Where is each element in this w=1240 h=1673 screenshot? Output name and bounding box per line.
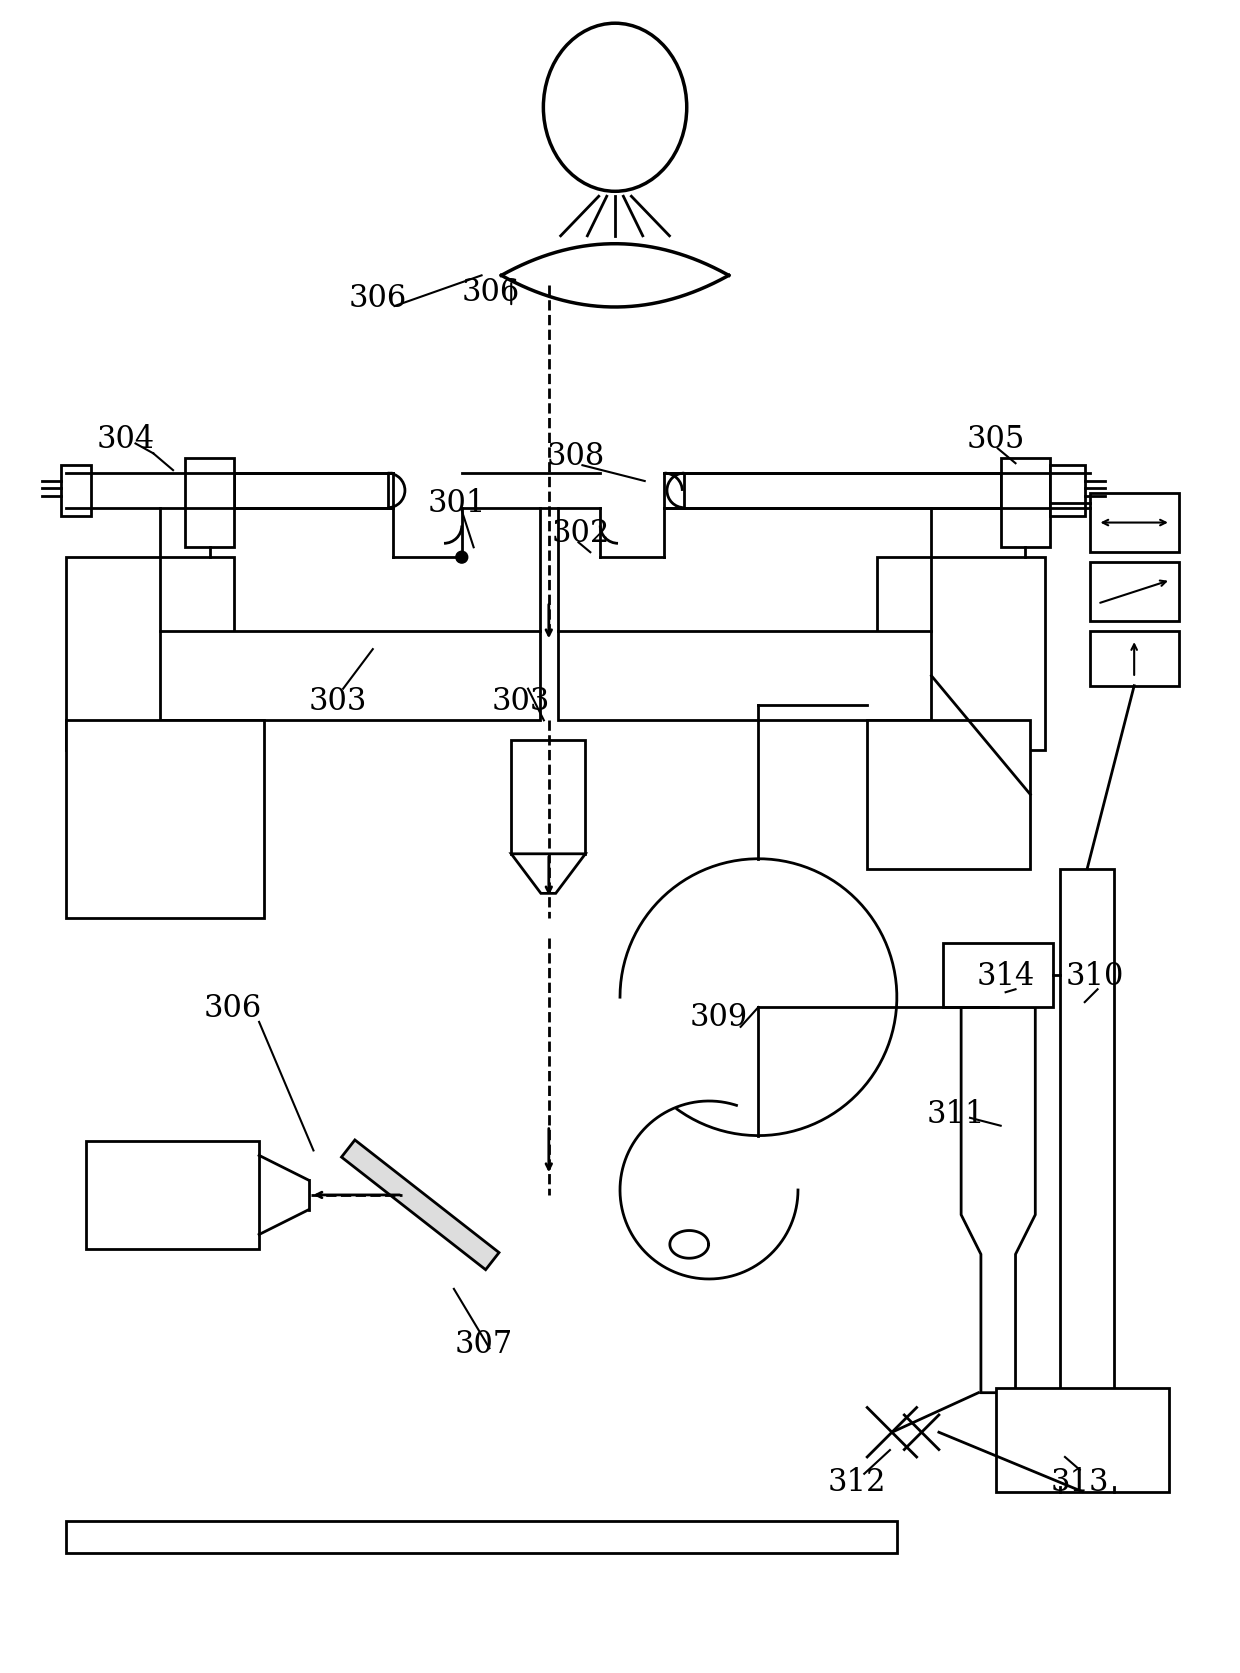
Text: 301: 301	[428, 489, 486, 519]
Bar	[1090, 494, 1179, 552]
Text: 306: 306	[461, 278, 520, 308]
Text: 310: 310	[1065, 960, 1123, 992]
Text: 307: 307	[454, 1328, 512, 1358]
Text: 309: 309	[689, 1002, 748, 1032]
Bar	[867, 721, 1030, 868]
Bar	[61, 465, 91, 517]
Bar	[1050, 465, 1085, 517]
Text: 311: 311	[928, 1099, 986, 1129]
Text: 308: 308	[547, 440, 605, 472]
Circle shape	[456, 552, 467, 564]
Polygon shape	[511, 855, 585, 893]
Text: 303: 303	[492, 686, 551, 716]
Text: 304: 304	[97, 423, 155, 455]
Bar	[877, 557, 1045, 751]
Text: 302: 302	[552, 517, 610, 549]
Bar	[1090, 562, 1179, 622]
Bar	[66, 1521, 897, 1553]
Text: 312: 312	[828, 1466, 887, 1497]
Bar	[558, 632, 931, 721]
Polygon shape	[961, 1007, 1035, 1394]
Bar	[684, 473, 1001, 509]
Bar	[66, 721, 264, 918]
Bar	[86, 1141, 259, 1250]
Text: 306: 306	[348, 283, 407, 313]
Bar	[1090, 632, 1179, 686]
Text: 314: 314	[977, 960, 1034, 992]
Text: 303: 303	[309, 686, 367, 716]
Bar	[1001, 458, 1050, 549]
Text: 305: 305	[966, 423, 1025, 455]
Bar	[160, 632, 539, 721]
Bar	[1060, 868, 1115, 1487]
Bar	[996, 1389, 1169, 1492]
Text: 313: 313	[1050, 1466, 1109, 1497]
Bar	[66, 557, 234, 751]
Text: 306: 306	[203, 992, 262, 1022]
Bar	[185, 458, 234, 549]
Bar	[944, 944, 1053, 1007]
Bar	[511, 741, 585, 855]
Ellipse shape	[543, 23, 687, 192]
Bar	[234, 473, 388, 509]
Polygon shape	[341, 1141, 498, 1270]
